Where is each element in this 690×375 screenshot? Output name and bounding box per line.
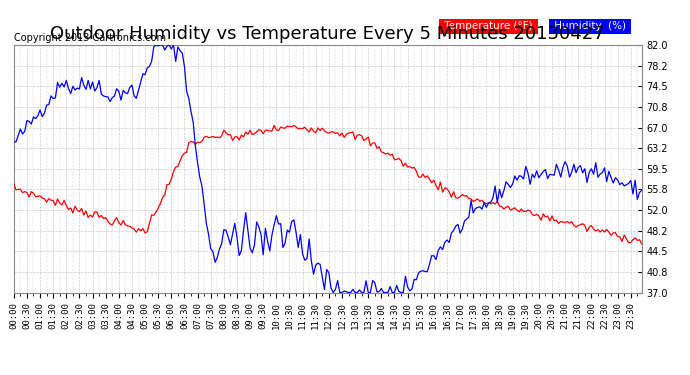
Title: Outdoor Humidity vs Temperature Every 5 Minutes 20130427: Outdoor Humidity vs Temperature Every 5 … bbox=[50, 26, 605, 44]
Text: Humidity  (%): Humidity (%) bbox=[551, 21, 629, 32]
Text: Copyright 2013 Cartronics.com: Copyright 2013 Cartronics.com bbox=[14, 33, 166, 42]
Text: Temperature (°F): Temperature (°F) bbox=[441, 21, 535, 32]
